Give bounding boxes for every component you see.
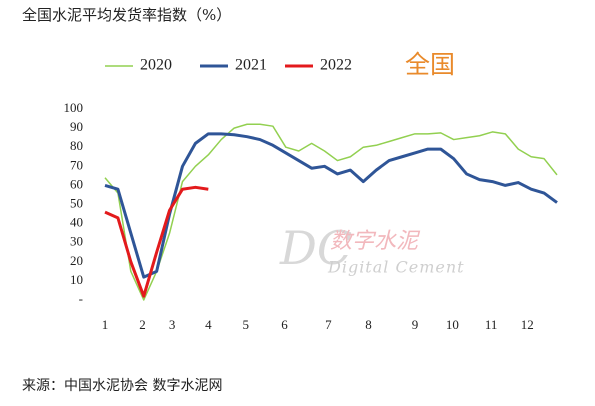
line-series	[104, 185, 209, 298]
watermark-english: Digital Cement	[327, 258, 465, 277]
x-tick-label: 10	[446, 317, 459, 332]
y-tick-label: 50	[70, 195, 83, 210]
y-tick-label: 70	[70, 157, 83, 172]
legend-label: 2020	[140, 57, 172, 74]
x-tick-label: 5	[243, 317, 250, 332]
x-tick-label: 4	[205, 317, 212, 332]
x-tick-label: 8	[365, 317, 372, 332]
legend-label: 2022	[320, 57, 352, 74]
y-tick-label: 80	[70, 138, 83, 153]
x-tick-label: 2	[139, 317, 146, 332]
x-tick-label: 6	[281, 317, 288, 332]
y-tick-label: 20	[70, 253, 83, 268]
source: 来源：中国水泥协会 数字水泥网	[22, 378, 222, 394]
legend-label: 2021	[235, 57, 267, 74]
y-tick-label: 60	[70, 176, 83, 191]
annotation: 全国	[405, 50, 455, 79]
x-tick-label: 1	[102, 317, 109, 332]
x-tick-label: 7	[325, 317, 332, 332]
line-series	[104, 132, 558, 279]
y-tick-label: 100	[64, 100, 84, 115]
watermark-logo: DC	[279, 221, 352, 275]
x-tick-label: 12	[521, 317, 534, 332]
y-tick-label: 30	[70, 234, 83, 249]
watermark-name: 数字水泥	[330, 229, 421, 254]
y-tick-label: -	[79, 291, 83, 306]
y-tick-label: 40	[70, 215, 83, 230]
x-tick-label: 11	[485, 317, 498, 332]
y-tick-label: 90	[70, 119, 83, 134]
x-tick-label: 9	[412, 317, 419, 332]
y-tick-label: 10	[70, 272, 83, 287]
x-tick-label: 3	[169, 317, 176, 332]
chart-title: 全国水泥平均发货率指数（%）	[22, 6, 231, 24]
